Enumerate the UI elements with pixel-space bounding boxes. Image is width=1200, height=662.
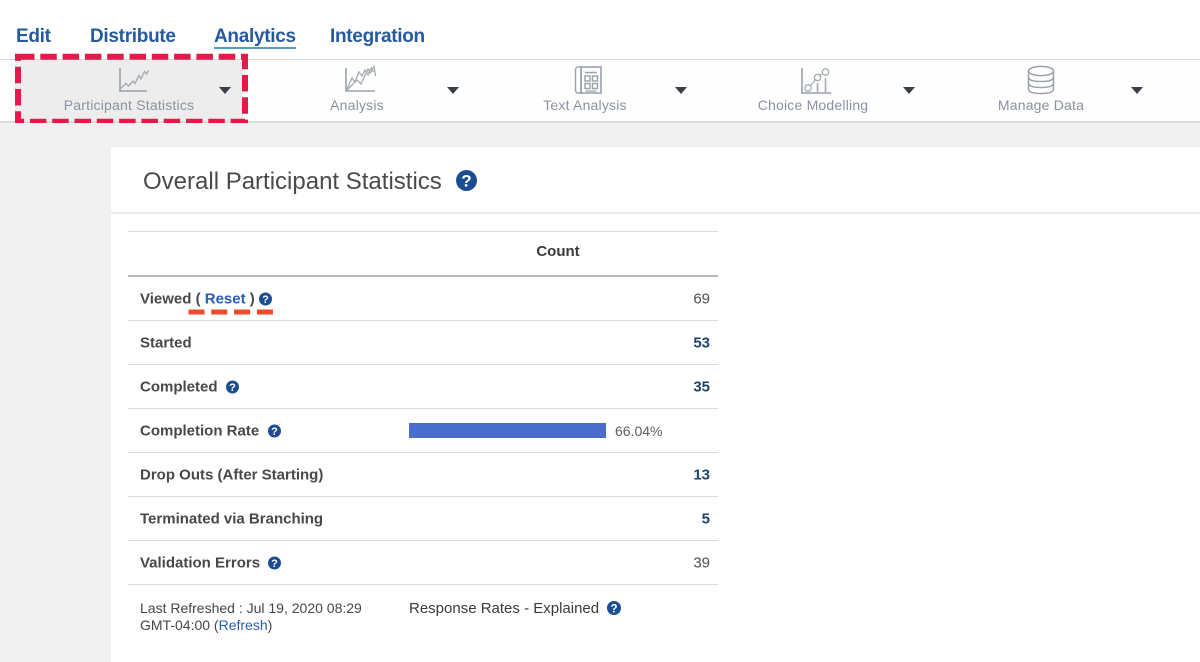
svg-text:?: ? [262,294,269,305]
svg-text:?: ? [271,426,278,437]
svg-text:?: ? [229,382,236,393]
svg-text:?: ? [611,603,618,615]
svg-text:?: ? [461,172,471,191]
svg-text:?: ? [272,558,279,569]
